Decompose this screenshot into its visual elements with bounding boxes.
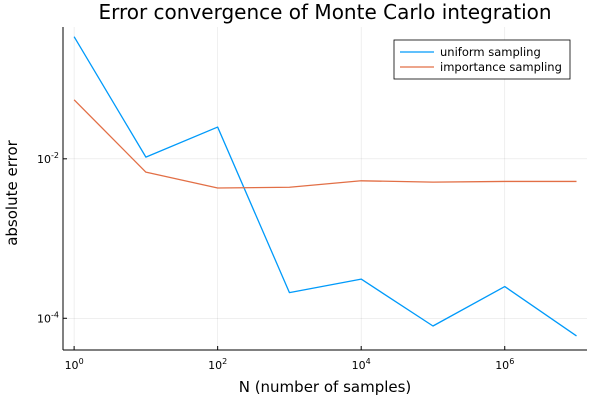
y-axis-title: absolute error [3, 139, 21, 245]
legend-label-1: uniform sampling [440, 45, 541, 59]
chart-title: Error convergence of Monte Carlo integra… [98, 0, 551, 24]
legend-box [393, 39, 571, 80]
x-tick-label: 106 [495, 357, 514, 372]
y-tick-label: 10-4 [37, 310, 59, 325]
series-line-1 [73, 36, 577, 337]
series-line-2 [73, 99, 577, 189]
legend-label-2: importance sampling [440, 60, 562, 74]
y-tick-label: 10-2 [37, 151, 59, 166]
plot-area: 100 102 104 106 10-2 10-4 [37, 27, 587, 372]
x-axis-title: N (number of samples) [239, 378, 412, 396]
x-tick-label: 104 [352, 357, 371, 372]
x-tick-label: 102 [208, 357, 227, 372]
x-tick-label: 100 [65, 357, 84, 372]
